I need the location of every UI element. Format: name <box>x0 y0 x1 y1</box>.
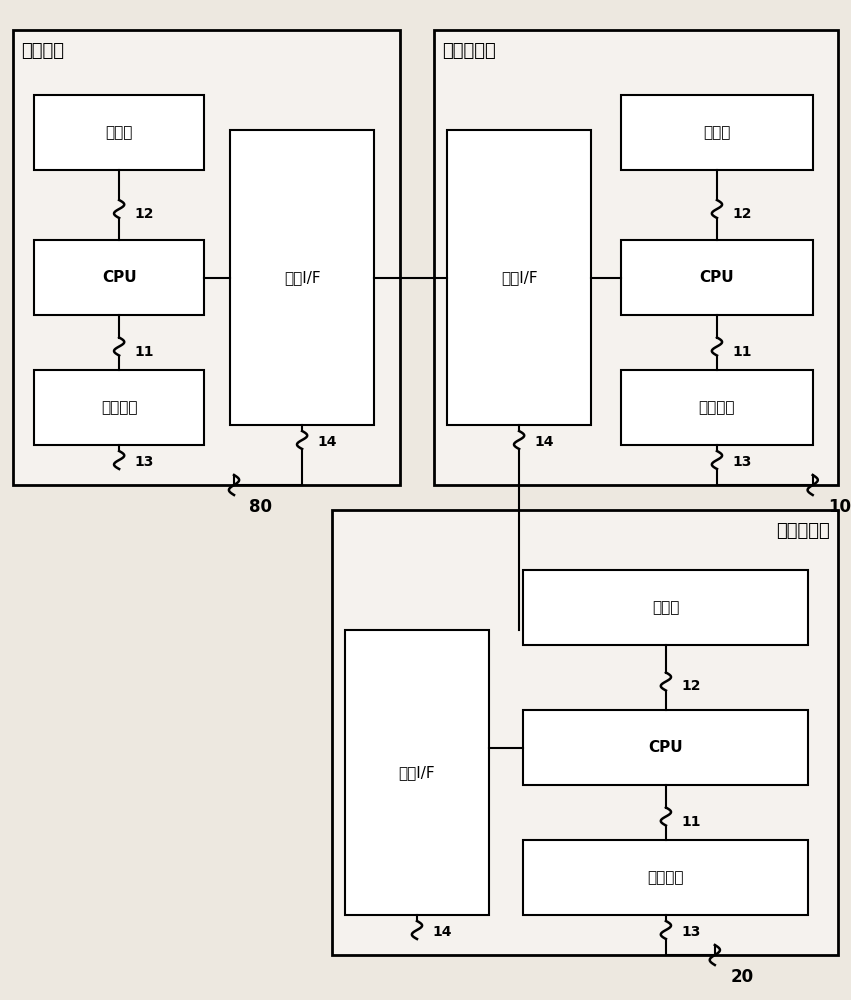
Bar <box>13 30 400 485</box>
Bar <box>621 240 813 315</box>
Bar <box>34 95 204 170</box>
Bar <box>434 30 838 485</box>
Text: 12: 12 <box>134 207 154 221</box>
Text: CPU: CPU <box>700 270 734 285</box>
Bar <box>34 240 204 315</box>
Text: 11: 11 <box>134 344 154 359</box>
Text: 存储器: 存储器 <box>652 600 680 615</box>
Bar <box>621 95 813 170</box>
Text: 20: 20 <box>730 968 753 986</box>
Text: 13: 13 <box>732 455 751 469</box>
Text: 存储器: 存储器 <box>703 125 731 140</box>
Bar <box>34 370 204 445</box>
Bar <box>447 130 591 425</box>
Text: 网关终端: 网关终端 <box>21 42 65 60</box>
Text: 14: 14 <box>432 925 452 939</box>
Text: 80: 80 <box>249 498 272 516</box>
Text: 外部I/F: 外部I/F <box>398 765 436 780</box>
Text: 外部I/F: 外部I/F <box>283 270 321 285</box>
Bar <box>523 840 808 915</box>
Text: 存储器: 存储器 <box>106 125 133 140</box>
Text: 10: 10 <box>828 498 851 516</box>
Text: 13: 13 <box>681 925 700 939</box>
Text: 12: 12 <box>681 680 700 694</box>
Bar <box>332 510 838 955</box>
Text: 13: 13 <box>134 455 154 469</box>
Text: CPU: CPU <box>648 740 683 755</box>
Text: 11: 11 <box>732 344 751 359</box>
Text: 客户机终端: 客户机终端 <box>776 522 830 540</box>
Text: 12: 12 <box>732 207 751 221</box>
Bar <box>523 570 808 645</box>
Text: 服务器装置: 服务器装置 <box>443 42 496 60</box>
Bar <box>345 630 489 915</box>
Text: 存储装置: 存储装置 <box>648 870 684 885</box>
Bar <box>523 710 808 785</box>
Text: 存储装置: 存储装置 <box>101 400 137 415</box>
Bar <box>230 130 374 425</box>
Text: 11: 11 <box>681 814 700 828</box>
Text: 14: 14 <box>317 435 337 449</box>
Text: CPU: CPU <box>102 270 136 285</box>
Text: 外部I/F: 外部I/F <box>500 270 538 285</box>
Text: 14: 14 <box>534 435 554 449</box>
Text: 存储装置: 存储装置 <box>699 400 735 415</box>
Bar <box>621 370 813 445</box>
